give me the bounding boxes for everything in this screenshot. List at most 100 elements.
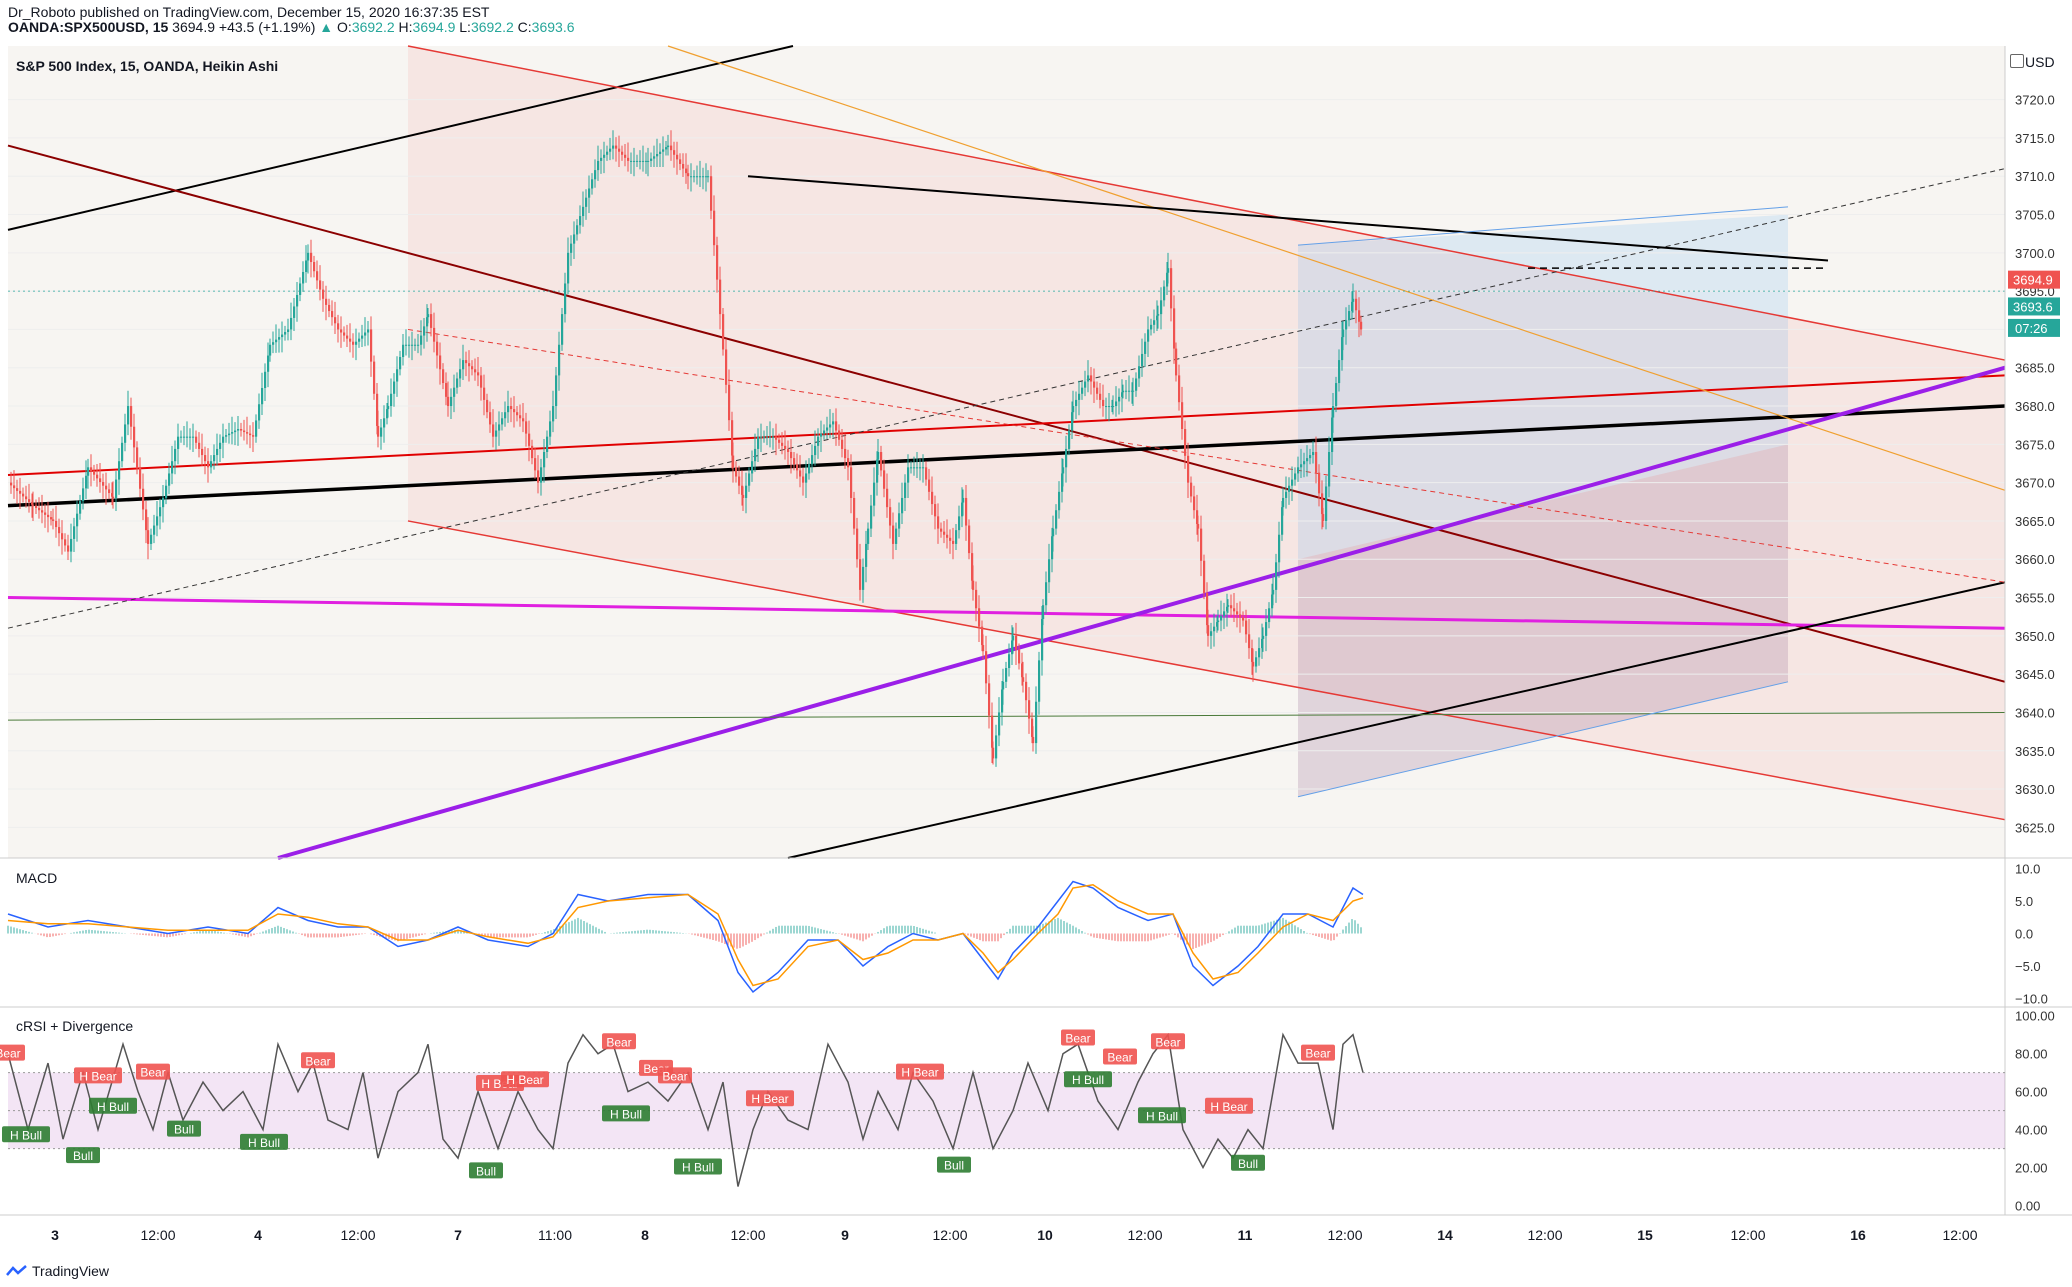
candle-body (228, 433, 231, 436)
label-bg (1205, 1097, 1253, 1114)
label-bg (74, 1067, 122, 1084)
candle-body (325, 298, 328, 305)
candle-body (775, 436, 778, 440)
candle-body (811, 455, 814, 465)
macd-tick-label: −5.0 (2015, 959, 2041, 974)
candle-body (1210, 631, 1213, 636)
bear-label: H Bear (1205, 1097, 1253, 1114)
candle-body (1203, 560, 1206, 593)
candle-body (1342, 329, 1345, 338)
candle-body (685, 168, 688, 174)
label-bg (1301, 1044, 1335, 1061)
bear-label: Bear (1061, 1029, 1095, 1046)
candle-body (859, 559, 862, 590)
macd-title: MACD (16, 870, 58, 886)
candle-body (1011, 640, 1014, 655)
candle-body (537, 470, 540, 483)
candle-body (1096, 387, 1099, 394)
label-text: H Bear (1210, 1100, 1247, 1114)
price-tick-label: 3640.0 (2015, 705, 2055, 720)
label-bg (602, 1105, 650, 1122)
candle-body (319, 280, 322, 290)
candle-body (1282, 497, 1285, 508)
label-text: Bear (305, 1054, 330, 1068)
candle-body (183, 436, 186, 438)
channel-red-bot (407, 520, 2006, 821)
candle-body (105, 485, 108, 490)
candle-body (820, 433, 823, 437)
candle-body (1135, 378, 1138, 391)
candle-body (93, 470, 96, 475)
candle-body (1078, 393, 1081, 400)
close-label: C: (517, 19, 532, 35)
trendline-black-low (787, 581, 2006, 859)
trendline-magenta (7, 596, 2006, 630)
candle-body (757, 436, 760, 449)
candle-body (408, 344, 411, 346)
candle-body (603, 154, 606, 158)
candle-body (13, 485, 16, 489)
candle-body (115, 479, 118, 498)
up-arrow-icon: ▲ (319, 19, 334, 35)
candle-body (130, 406, 133, 427)
candle-body (1121, 392, 1124, 397)
candle-body (272, 342, 275, 345)
candle-body (1288, 485, 1291, 492)
close-value: 3693.6 (531, 19, 575, 35)
label-text: H Bull (1072, 1073, 1104, 1087)
candle-body (682, 163, 685, 169)
label-bg (2, 1126, 50, 1143)
candle-body (99, 478, 102, 483)
candle-body (642, 160, 645, 162)
time-tick-label: 12:00 (730, 1227, 765, 1243)
candle-body (618, 148, 621, 152)
candle-body (1352, 298, 1355, 302)
candle-body (393, 381, 396, 394)
chart-canvas[interactable]: 3720.03715.03710.03705.03700.03695.03690… (0, 0, 2072, 1260)
candle-body (699, 176, 702, 178)
candle-body (1166, 272, 1169, 287)
macd-tick-label: 5.0 (2015, 894, 2033, 909)
candle-body (998, 712, 1001, 736)
candle-body (52, 519, 55, 521)
candle-body (1331, 417, 1334, 452)
bear-label: Bear (1151, 1033, 1185, 1050)
candle-body (653, 156, 656, 159)
candle-body (90, 467, 93, 471)
crsi-title: cRSI + Divergence (16, 1018, 134, 1034)
candle-body (781, 442, 784, 446)
price-tick-label: 3680.0 (2015, 399, 2055, 414)
trendline-black-top (7, 45, 794, 231)
bear-label: H Bear (74, 1067, 122, 1084)
candle-body (1230, 605, 1233, 609)
candle-body (582, 206, 585, 217)
candle-body (67, 545, 70, 552)
candle-body (1262, 635, 1265, 639)
candle-body (264, 371, 267, 389)
main-pane-bg (8, 46, 2005, 858)
candle-body (102, 482, 105, 486)
channel-red-top (407, 45, 2006, 361)
candle-body (281, 334, 284, 338)
candle-body (396, 369, 399, 382)
candle-body (925, 467, 928, 480)
candle-body (826, 427, 829, 431)
candle-body (414, 344, 417, 346)
candle-body (150, 534, 153, 544)
candle-body (1163, 286, 1166, 301)
candle-body (817, 436, 820, 446)
candle-body (201, 448, 204, 456)
candle-body (180, 436, 183, 438)
candle-body (1132, 390, 1135, 392)
price-tick-label: 3675.0 (2015, 437, 2055, 452)
currency-label[interactable]: USD (2025, 54, 2055, 70)
candle-body (231, 432, 234, 434)
time-tick-label: 16 (1850, 1227, 1866, 1243)
axis-settings-icon[interactable] (2010, 54, 2024, 68)
candle-body (1272, 589, 1275, 595)
candle-body (898, 513, 901, 529)
price-tick-label: 3700.0 (2015, 246, 2055, 261)
time-tick-label: 8 (641, 1227, 649, 1243)
symbol-line: OANDA:SPX500USD, 15 3694.9 +43.5 (+1.19%… (8, 19, 575, 35)
footer-brand: TradingView (32, 1263, 110, 1279)
